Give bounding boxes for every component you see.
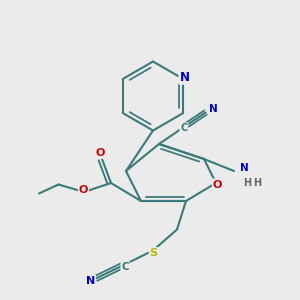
Text: H: H	[254, 178, 262, 188]
Text: N: N	[208, 104, 217, 115]
Text: C: C	[121, 262, 129, 272]
Text: O: O	[96, 148, 105, 158]
Text: O: O	[79, 184, 88, 195]
Text: S: S	[150, 248, 158, 258]
Text: N: N	[86, 276, 95, 286]
Text: C: C	[180, 123, 188, 133]
Text: N: N	[240, 163, 249, 173]
Text: O: O	[213, 179, 222, 190]
Text: N: N	[179, 71, 189, 84]
Text: H: H	[243, 178, 251, 188]
